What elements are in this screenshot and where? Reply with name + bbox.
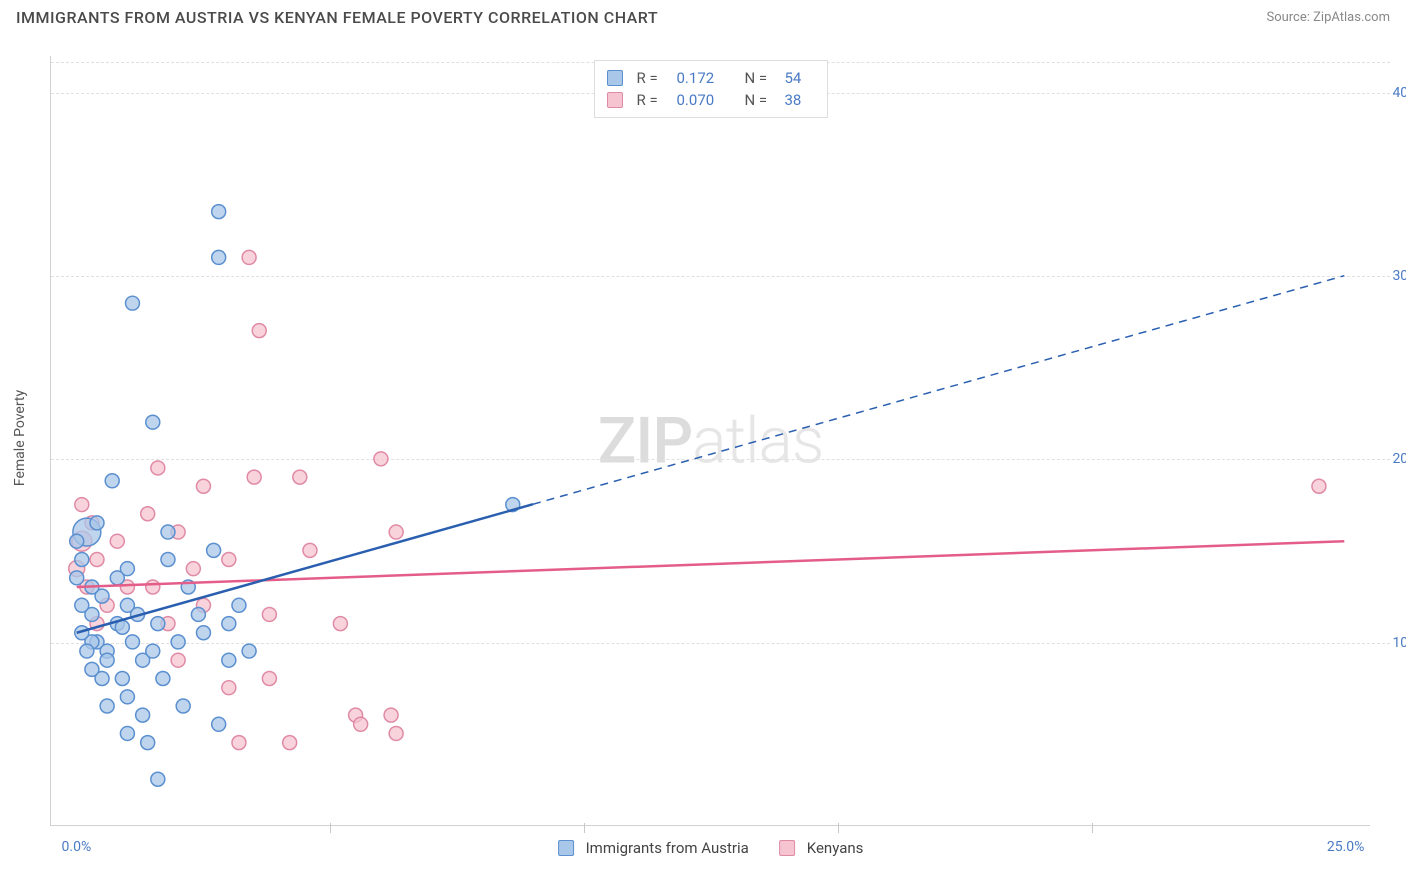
scatter-point <box>222 617 236 631</box>
swatch-series-a-bottom <box>558 840 574 856</box>
scatter-point <box>151 461 165 475</box>
scatter-point <box>384 708 398 722</box>
scatter-point <box>146 415 160 429</box>
scatter-point <box>110 571 124 585</box>
scatter-point <box>100 699 114 713</box>
scatter-point <box>125 635 139 649</box>
scatter-point <box>125 296 139 310</box>
scatter-svg <box>51 56 1370 825</box>
scatter-point <box>207 543 221 557</box>
scatter-point <box>70 534 84 548</box>
legend-r-value-a: 0.172 <box>677 67 735 89</box>
scatter-point <box>232 598 246 612</box>
swatch-series-a <box>607 70 623 86</box>
scatter-point <box>75 498 89 512</box>
scatter-point <box>75 553 89 567</box>
scatter-point <box>212 717 226 731</box>
y-tick-label: 20.0% <box>1392 451 1406 467</box>
legend-r-value-b: 0.070 <box>677 89 735 111</box>
scatter-point <box>90 553 104 567</box>
scatter-point <box>252 324 266 338</box>
scatter-point <box>70 571 84 585</box>
swatch-series-b-bottom <box>779 840 795 856</box>
scatter-point <box>105 474 119 488</box>
scatter-point <box>186 562 200 576</box>
scatter-point <box>212 205 226 219</box>
scatter-point <box>262 672 276 686</box>
regression-line-solid <box>77 504 533 633</box>
scatter-point <box>293 470 307 484</box>
scatter-point <box>171 653 185 667</box>
scatter-point <box>242 250 256 264</box>
y-tick-label: 30.0% <box>1392 268 1406 284</box>
scatter-point <box>110 534 124 548</box>
legend-n-value-b: 38 <box>785 89 815 111</box>
scatter-point <box>212 250 226 264</box>
scatter-point <box>247 470 261 484</box>
scatter-point <box>161 553 175 567</box>
scatter-point <box>191 607 205 621</box>
scatter-point <box>80 644 94 658</box>
scatter-point <box>222 681 236 695</box>
scatter-point <box>120 598 134 612</box>
scatter-point <box>156 672 170 686</box>
scatter-point <box>141 507 155 521</box>
scatter-point <box>1312 479 1326 493</box>
scatter-point <box>389 726 403 740</box>
scatter-point <box>100 653 114 667</box>
legend-correlation-box: R = 0.172 N = 54 R = 0.070 N = 38 <box>594 60 828 118</box>
scatter-point <box>196 479 210 493</box>
scatter-point <box>75 598 89 612</box>
scatter-point <box>146 580 160 594</box>
scatter-point <box>374 452 388 466</box>
legend-n-label-b: N = <box>745 89 775 111</box>
scatter-point <box>120 690 134 704</box>
scatter-point <box>196 626 210 640</box>
scatter-point <box>120 726 134 740</box>
swatch-series-b <box>607 92 623 108</box>
chart-source: Source: ZipAtlas.com <box>1266 10 1390 25</box>
regression-line-dashed <box>533 276 1344 505</box>
legend-item-series-a: Immigrants from Austria <box>558 839 749 857</box>
scatter-point <box>141 736 155 750</box>
scatter-point <box>151 617 165 631</box>
legend-r-label-b: R = <box>637 89 667 111</box>
scatter-point <box>232 736 246 750</box>
scatter-point <box>222 553 236 567</box>
scatter-point <box>161 525 175 539</box>
scatter-point <box>262 607 276 621</box>
scatter-point <box>242 644 256 658</box>
y-tick-label: 40.0% <box>1392 85 1406 101</box>
scatter-point <box>146 644 160 658</box>
scatter-point <box>333 617 347 631</box>
scatter-point <box>151 772 165 786</box>
scatter-point <box>303 543 317 557</box>
y-axis-label: Female Poverty <box>12 390 28 486</box>
scatter-point <box>115 672 129 686</box>
chart-plot-area: ZIPatlas 10.0%20.0%30.0%40.0% 0.0%25.0% … <box>50 56 1370 826</box>
scatter-point <box>85 662 99 676</box>
y-tick-label: 10.0% <box>1392 635 1406 651</box>
x-tick-label: 0.0% <box>62 839 92 855</box>
legend-label-series-a: Immigrants from Austria <box>586 839 749 857</box>
scatter-point <box>136 708 150 722</box>
scatter-point <box>176 699 190 713</box>
scatter-point <box>389 525 403 539</box>
legend-label-series-b: Kenyans <box>807 839 864 857</box>
scatter-point <box>354 717 368 731</box>
legend-series-names: Immigrants from Austria Kenyans <box>558 839 864 857</box>
scatter-point <box>90 516 104 530</box>
scatter-point <box>222 653 236 667</box>
legend-n-value-a: 54 <box>785 67 815 89</box>
legend-r-label-a: R = <box>637 67 667 89</box>
scatter-point <box>283 736 297 750</box>
x-tick-label: 25.0% <box>1327 839 1365 855</box>
legend-item-series-b: Kenyans <box>779 839 864 857</box>
legend-row-series-a: R = 0.172 N = 54 <box>607 67 815 89</box>
chart-title: IMMIGRANTS FROM AUSTRIA VS KENYAN FEMALE… <box>16 8 658 27</box>
scatter-point <box>171 635 185 649</box>
legend-row-series-b: R = 0.070 N = 38 <box>607 89 815 111</box>
legend-n-label-a: N = <box>745 67 775 89</box>
